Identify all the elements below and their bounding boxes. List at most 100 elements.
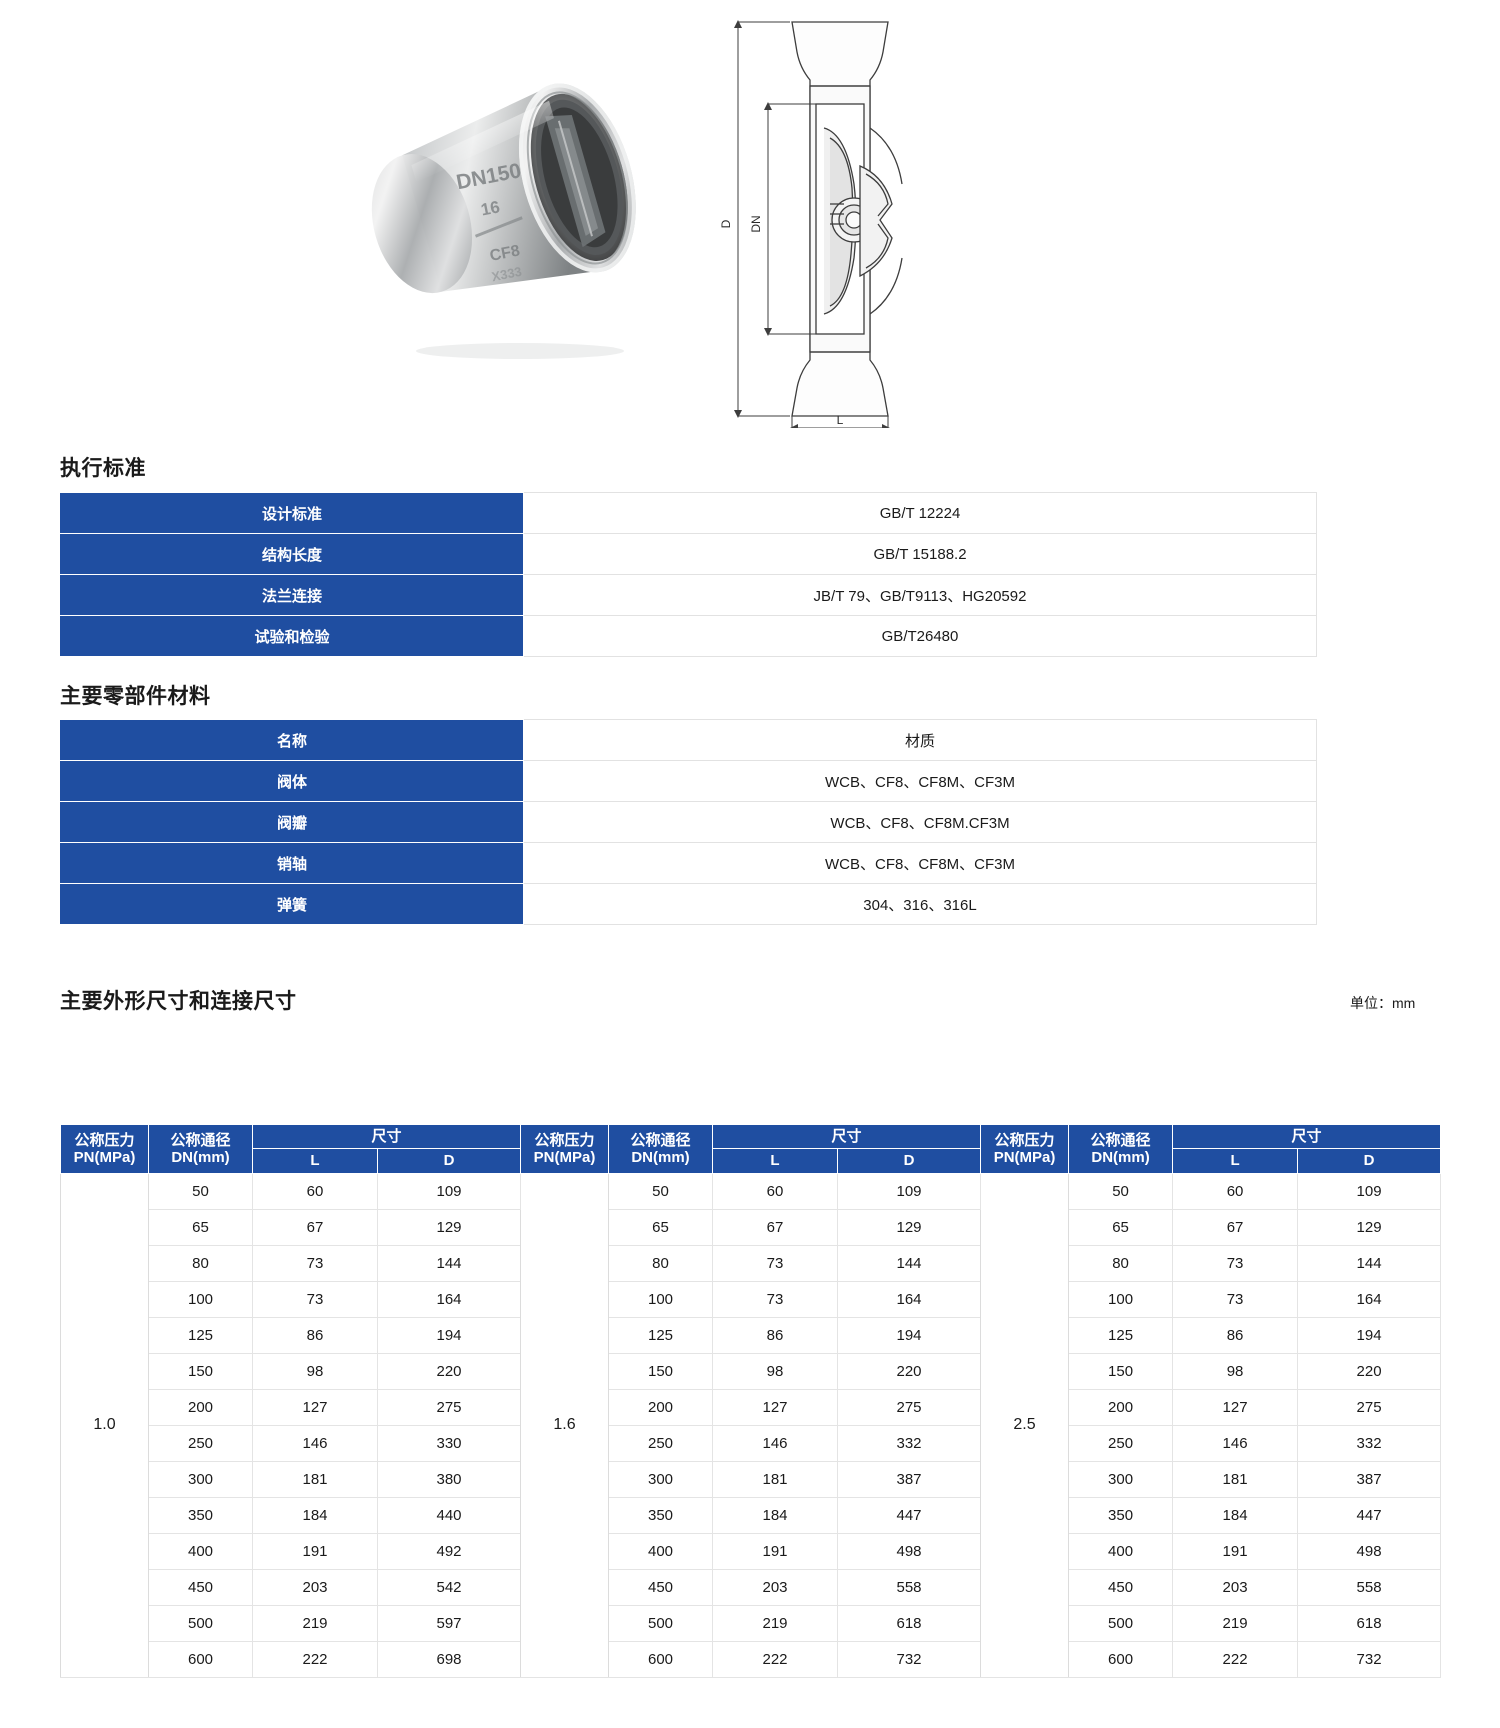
dim-l-value: 86	[1172, 1316, 1299, 1354]
dim-d-value: 144	[1297, 1244, 1442, 1282]
table-row: 200 127 275 200 127 275 200 127 275	[61, 1388, 1442, 1426]
dim-dn-value: 80	[148, 1244, 253, 1282]
header-pn-2: 公称压力 PN(MPa)	[520, 1124, 610, 1174]
dim-l-value: 86	[252, 1316, 378, 1354]
dim-d-value: 387	[1297, 1460, 1442, 1498]
dim-dn-value: 300	[608, 1460, 714, 1498]
standards-key-design: 设计标准	[60, 492, 524, 534]
header-dn-3-line1: 公称通径	[1090, 1131, 1151, 1149]
table-row: 结构长度 GB/T 15188.2	[60, 533, 1317, 575]
dim-dn-value: 350	[608, 1496, 714, 1534]
header-dn-3: 公称通径 DN(mm)	[1068, 1124, 1174, 1174]
materials-header-name: 名称	[60, 719, 524, 761]
dim-d-value: 380	[376, 1460, 522, 1498]
dim-dn-value: 100	[608, 1280, 714, 1318]
dim-d-value: 194	[376, 1316, 522, 1354]
standards-value-flange: JB/T 79、GB/T9113、HG20592	[523, 574, 1317, 616]
standards-section-title: 执行标准	[60, 457, 146, 480]
dim-l-value: 146	[252, 1424, 378, 1462]
dim-dn-value: 400	[1068, 1532, 1174, 1570]
header-size-group-2: 尺寸	[712, 1123, 982, 1150]
dim-pn-value-1: 1.0	[60, 1172, 149, 1678]
dim-d-value: 492	[376, 1532, 522, 1570]
dimension-label-DN: DN	[749, 215, 763, 232]
dim-l-value: 98	[712, 1352, 839, 1390]
dim-l-value: 181	[712, 1460, 839, 1498]
table-row: 阀体 WCB、CF8、CF8M、CF3M	[60, 760, 1317, 802]
standards-value-face-to-face: GB/T 15188.2	[523, 533, 1317, 575]
dim-l-value: 60	[712, 1172, 839, 1210]
dim-d-value: 164	[376, 1280, 522, 1318]
header-l-1: L	[252, 1148, 378, 1174]
dim-l-value: 60	[1172, 1172, 1299, 1210]
dim-d-value: 558	[1297, 1568, 1442, 1606]
dim-d-value: 164	[837, 1280, 982, 1318]
dim-dn-value: 350	[148, 1496, 253, 1534]
dim-dn-value: 100	[148, 1280, 253, 1318]
dim-d-value: 440	[376, 1496, 522, 1534]
materials-key-pin: 销轴	[60, 842, 524, 884]
table-row: 350 184 440 350 184 447 350 184 447	[61, 1496, 1442, 1534]
dim-dn-value: 600	[608, 1640, 714, 1678]
table-header-row: 名称 材质	[60, 719, 1317, 761]
dim-d-value: 447	[837, 1496, 982, 1534]
table-row: 150 98 220 150 98 220 150 98 220	[61, 1352, 1442, 1390]
standards-value-design: GB/T 12224	[523, 492, 1317, 534]
dim-l-value: 146	[1172, 1424, 1299, 1462]
dim-dn-value: 250	[148, 1424, 253, 1462]
dimensions-table-wrap: 公称压力 PN(MPa) 公称通径 DN(mm) 尺寸 公称压力 PN(MPa)…	[60, 1123, 1442, 1678]
header-pn-1: 公称压力 PN(MPa)	[60, 1124, 149, 1174]
dim-l-value: 127	[712, 1388, 839, 1426]
dim-d-value: 597	[376, 1604, 522, 1642]
dim-dn-value: 200	[608, 1388, 714, 1426]
dim-d-value: 164	[1297, 1280, 1442, 1318]
dim-l-value: 191	[252, 1532, 378, 1570]
dim-l-value: 127	[252, 1388, 378, 1426]
dimensions-table-body: 1.0 50 60 109 1.6 50 60 109 2.5 50 60 109 65 67 129 65 6…	[60, 1172, 1442, 1678]
dim-l-value: 127	[1172, 1388, 1299, 1426]
dim-dn-value: 50	[1068, 1172, 1174, 1210]
dim-d-value: 542	[376, 1568, 522, 1606]
header-dn-1: 公称通径 DN(mm)	[148, 1124, 253, 1174]
header-d-3: D	[1297, 1148, 1442, 1174]
dim-dn-value: 125	[1068, 1316, 1174, 1354]
dimension-label-D: D	[720, 219, 733, 228]
dim-l-value: 98	[252, 1352, 378, 1390]
dim-dn-value: 300	[148, 1460, 253, 1498]
header-pn-3-line1: 公称压力	[994, 1131, 1055, 1149]
table-row: 100 73 164 100 73 164 100 73 164	[61, 1280, 1442, 1318]
dim-dn-value: 65	[608, 1208, 714, 1246]
dim-dn-value: 100	[1068, 1280, 1174, 1318]
dim-l-value: 73	[712, 1280, 839, 1318]
dim-l-value: 73	[252, 1280, 378, 1318]
table-row: 1.0 50 60 109 1.6 50 60 109 2.5 50 60 109	[60, 1172, 1442, 1678]
dim-dn-value: 450	[608, 1568, 714, 1606]
dim-dn-value: 350	[1068, 1496, 1174, 1534]
table-row: 阀瓣 WCB、CF8、CF8M.CF3M	[60, 801, 1317, 843]
materials-table: 名称 材质 阀体 WCB、CF8、CF8M、CF3M 阀瓣 WCB、CF8、CF…	[60, 719, 1317, 925]
header-pn-3: 公称压力 PN(MPa)	[980, 1124, 1070, 1174]
dim-dn-value: 125	[608, 1316, 714, 1354]
dim-l-value: 181	[1172, 1460, 1299, 1498]
materials-header-material: 材质	[523, 719, 1317, 761]
header-size-group-3: 尺寸	[1172, 1123, 1442, 1150]
materials-value-pin: WCB、CF8、CF8M、CF3M	[523, 842, 1317, 884]
materials-section-title: 主要零部件材料	[60, 685, 211, 708]
dim-d-value: 447	[1297, 1496, 1442, 1534]
dim-dn-value: 500	[148, 1604, 253, 1642]
dim-dn-value: 400	[608, 1532, 714, 1570]
dimensions-table-head: 公称压力 PN(MPa) 公称通径 DN(mm) 尺寸 公称压力 PN(MPa)…	[60, 1123, 1442, 1174]
dim-dn-value: 80	[608, 1244, 714, 1282]
dim-l-value: 184	[1172, 1496, 1299, 1534]
standards-value-test: GB/T26480	[523, 615, 1317, 657]
product-illustrations: DN150 16 CF8 X333	[0, 0, 1500, 440]
materials-key-disc: 阀瓣	[60, 801, 524, 843]
valve-technical-drawing: D DN L	[720, 20, 903, 428]
dim-pn-value-3: 2.5	[980, 1172, 1070, 1678]
header-pn-3-line2: PN(MPa)	[993, 1148, 1056, 1166]
table-row: 80 73 144 80 73 144 80 73 144	[61, 1244, 1442, 1282]
header-dn-3-line2: DN(mm)	[1091, 1148, 1150, 1166]
dim-d-value: 194	[837, 1316, 982, 1354]
table-row: 400 191 492 400 191 498 400 191 498	[61, 1532, 1442, 1570]
